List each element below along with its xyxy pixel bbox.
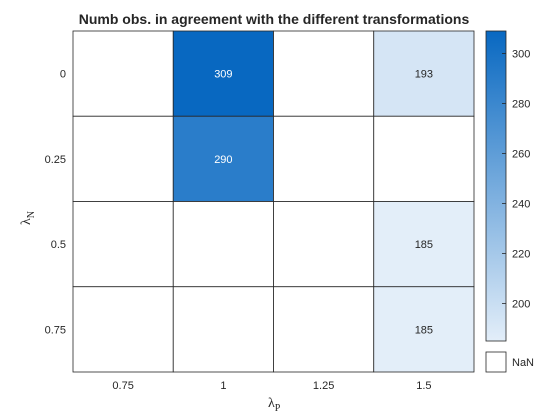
cell-value-label: 185 xyxy=(415,324,433,336)
nan-legend-swatch xyxy=(485,351,507,373)
colorbar-tick-label: 300 xyxy=(512,49,530,61)
x-tick-labels: 0.75 1 1.25 1.5 xyxy=(112,380,431,392)
y-tick-label: 0.5 xyxy=(51,239,66,251)
heatmap-cell xyxy=(172,286,274,373)
y-axis-label-sub: N xyxy=(26,211,37,218)
y-axis-label-base: λ xyxy=(19,218,34,225)
y-tick-label: 0 xyxy=(60,69,66,81)
y-axis-label: λN xyxy=(19,211,37,225)
x-axis-label-sub: P xyxy=(275,403,281,414)
colorbar-ticks: 200 220 240 260 280 300 xyxy=(502,49,530,311)
x-tick-label: 0.75 xyxy=(112,380,133,392)
heatmap-cell xyxy=(273,30,375,117)
heatmap-cell xyxy=(273,115,375,202)
heatmap-cell xyxy=(172,201,274,288)
cell-value-label: 185 xyxy=(415,239,433,251)
heatmap-cell xyxy=(172,115,274,202)
heatmap-cell xyxy=(373,30,475,117)
chart-title: Numb obs. in agreement with the differen… xyxy=(79,11,470,27)
x-tick-label: 1.25 xyxy=(313,380,334,392)
colorbar-tick-label: 200 xyxy=(512,299,530,311)
heatmap-cell xyxy=(273,201,375,288)
heatmap-cell xyxy=(373,286,475,373)
heatmap-cell xyxy=(72,30,174,117)
heatmap-cells: 309 193 290 185 185 xyxy=(72,30,475,373)
heatmap-cell xyxy=(273,286,375,373)
cell-value-label: 309 xyxy=(214,69,232,81)
x-axis-label: λP xyxy=(268,396,281,414)
y-tick-label: 0.25 xyxy=(45,154,66,166)
colorbar-tick-label: 240 xyxy=(512,199,530,211)
x-tick-label: 1 xyxy=(220,380,226,392)
colorbar-tick-label: 260 xyxy=(512,149,530,161)
cell-value-label: 193 xyxy=(415,69,433,81)
y-tick-labels: 0 0.25 0.5 0.75 xyxy=(45,69,66,337)
cell-value-label: 290 xyxy=(214,154,232,166)
heatmap-cell xyxy=(72,115,174,202)
heatmap-cell xyxy=(373,201,475,288)
heatmap-cell xyxy=(172,30,274,117)
x-axis-label-base: λ xyxy=(268,396,275,411)
y-tick-label: 0.75 xyxy=(45,324,66,336)
colorbar-tick-label: 220 xyxy=(512,249,530,261)
heatmap-cell xyxy=(72,201,174,288)
colorbar xyxy=(485,30,507,342)
heatmap-cell xyxy=(373,115,475,202)
nan-legend-label: NaN xyxy=(512,357,534,369)
colorbar-tick-label: 280 xyxy=(512,99,530,111)
heatmap-cell xyxy=(72,286,174,373)
x-tick-label: 1.5 xyxy=(416,380,431,392)
